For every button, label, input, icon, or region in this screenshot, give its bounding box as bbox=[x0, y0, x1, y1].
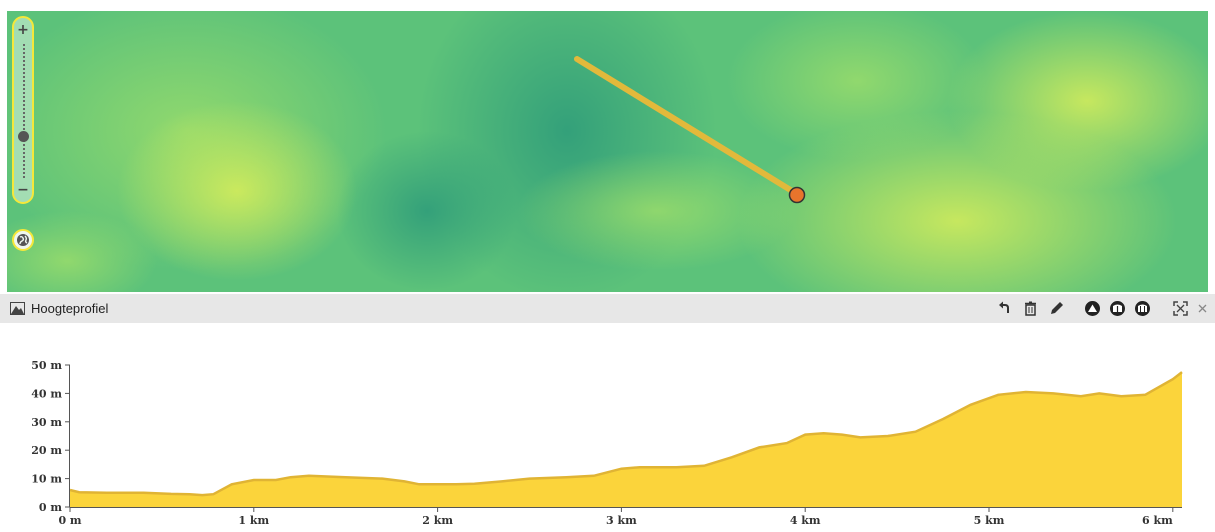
x-tick-label: 5 km bbox=[974, 514, 1005, 527]
trash-icon[interactable] bbox=[1022, 300, 1039, 317]
y-tick-label: 10 m bbox=[31, 473, 62, 486]
x-tick-label: 6 km bbox=[1142, 514, 1173, 527]
profile-mode-2-icon[interactable] bbox=[1109, 300, 1126, 317]
profile-mode-1-icon[interactable] bbox=[1084, 300, 1101, 317]
fullscreen-icon[interactable] bbox=[1172, 300, 1189, 317]
profile-mode-3-icon[interactable] bbox=[1134, 300, 1151, 317]
x-tick-label: 3 km bbox=[606, 514, 637, 527]
x-tick-label: 1 km bbox=[238, 514, 269, 527]
globe-icon bbox=[17, 234, 29, 246]
zoom-slider-track[interactable] bbox=[23, 44, 25, 178]
zoom-out-button[interactable]: − bbox=[17, 182, 29, 198]
mountain-icon bbox=[10, 302, 25, 315]
terrain-layer bbox=[7, 11, 1208, 292]
zoom-control: + − bbox=[12, 16, 34, 204]
x-tick-label: 0 m bbox=[58, 514, 81, 527]
y-tick-label: 40 m bbox=[31, 387, 62, 400]
elevation-chart: 0 m 10 m 20 m 30 m 40 m 50 m 0 m 1 km 2 km 3 km 4 … bbox=[31, 359, 1183, 527]
panel-title: Hoogteprofiel bbox=[31, 301, 109, 316]
map-view[interactable]: + − bbox=[7, 11, 1208, 292]
elevation-line bbox=[69, 371, 1183, 497]
close-icon[interactable] bbox=[1194, 300, 1211, 317]
zoom-in-button[interactable]: + bbox=[17, 22, 29, 38]
zoom-slider-handle[interactable] bbox=[18, 131, 29, 143]
y-tick-label: 0 m bbox=[39, 501, 62, 514]
elevation-area bbox=[70, 372, 1182, 507]
pencil-icon[interactable] bbox=[1048, 300, 1065, 317]
y-tick-label: 50 m bbox=[31, 359, 62, 372]
route-end-marker[interactable] bbox=[788, 186, 806, 204]
undo-icon[interactable] bbox=[997, 300, 1014, 317]
y-tick-label: 30 m bbox=[31, 416, 62, 429]
x-tick-label: 4 km bbox=[790, 514, 821, 527]
y-tick-label: 20 m bbox=[31, 444, 62, 457]
panel-header: Hoogteprofiel bbox=[0, 294, 1215, 323]
route-line[interactable] bbox=[574, 56, 800, 197]
x-tick-label: 2 km bbox=[422, 514, 453, 527]
axes: 0 m 10 m 20 m 30 m 40 m 50 m 0 m 1 km 2 km 3 km 4 … bbox=[31, 359, 1182, 527]
globe-button[interactable] bbox=[12, 229, 34, 251]
plot-area bbox=[69, 371, 1183, 507]
panel-title-group: Hoogteprofiel bbox=[10, 294, 108, 323]
